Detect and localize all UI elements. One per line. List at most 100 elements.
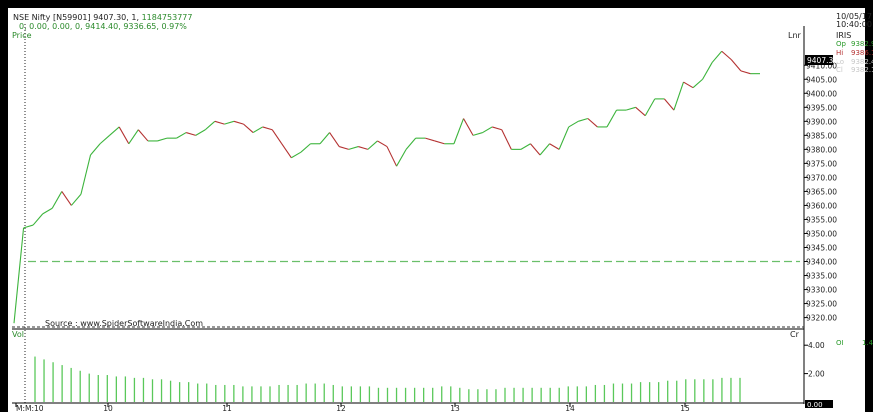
price-line-segment xyxy=(118,126,130,145)
price-tick-label: 9360.00 xyxy=(806,201,837,210)
price-line-segment xyxy=(358,146,369,150)
time-tick-label: 15 xyxy=(680,404,690,412)
price-line-segment xyxy=(329,132,340,147)
price-line-segment xyxy=(339,146,349,150)
cr-label: Cr xyxy=(790,330,800,339)
price-line-segment xyxy=(501,129,512,150)
price-line-segment xyxy=(683,81,694,89)
price-line-segment xyxy=(262,126,273,131)
price-line-segment xyxy=(578,117,589,122)
session-date: 10/05/17 V xyxy=(836,12,873,21)
volume-tick-label: 4.00 xyxy=(808,341,825,350)
price-line-segment xyxy=(80,154,92,195)
price-tick-label: 9395.00 xyxy=(806,103,837,112)
price-line-segment xyxy=(740,70,751,75)
source-credit: Source : www.SpiderSoftwareIndia.Com xyxy=(45,319,203,328)
chart-background xyxy=(8,8,865,412)
price-axis: 9410.00 9405.00 9400.00 9395.00 9390.00 9385.… xyxy=(804,61,837,323)
price-line-segment xyxy=(157,137,168,142)
open-label: Op xyxy=(836,40,847,48)
price-line-segment xyxy=(549,143,560,150)
volume-badge xyxy=(805,400,833,408)
price-line-segment xyxy=(224,120,235,125)
price-line-segment xyxy=(214,120,225,125)
price-line-segment xyxy=(453,118,465,144)
quote-line: 0, 0.00, 0.00, 0, 9414.40, 9336.65, 0.97… xyxy=(19,22,187,31)
price-tick-label: 9400.00 xyxy=(806,89,837,98)
price-tick-label: 9385.00 xyxy=(806,131,837,140)
price-line-segment xyxy=(176,132,187,139)
session-time: 10:40:00 xyxy=(836,20,872,29)
price-tick-label: 9405.00 xyxy=(806,75,837,84)
price-line-segment xyxy=(13,227,25,324)
price-line-segment xyxy=(386,146,398,167)
time-tick-label: 11 xyxy=(222,404,232,412)
price-line-segment xyxy=(606,109,618,128)
high-label: Hi xyxy=(836,49,843,57)
price-line-segment xyxy=(482,126,493,134)
low-label: Lo xyxy=(836,58,844,66)
volume-panel-label: Vol xyxy=(12,330,24,339)
price-line-segment xyxy=(377,140,388,148)
price-line-segment xyxy=(558,126,570,150)
price-line-segment xyxy=(348,146,359,150)
price-tick-label: 9375.00 xyxy=(806,159,837,168)
oi-value: 1.4 xyxy=(862,339,873,347)
oi-label: OI xyxy=(836,339,844,347)
price-line-segment xyxy=(673,81,685,111)
time-axis: M:M:10 10 11 12 13 14 15 xyxy=(15,403,690,412)
price-line-segment xyxy=(635,106,646,117)
volume-tick-label: 2.00 xyxy=(808,370,825,379)
price-line-segment xyxy=(530,143,541,156)
price-tick-label: 9355.00 xyxy=(806,215,837,224)
time-tick-label: M:M:10 xyxy=(16,404,44,412)
price-line-segment xyxy=(42,207,53,215)
volume-axis: 4.00 2.00 xyxy=(804,341,825,379)
price-line-segment xyxy=(702,62,713,80)
time-tick-label: 12 xyxy=(336,404,346,412)
price-line-segment xyxy=(367,140,378,150)
price-tick-label: 9325.00 xyxy=(806,300,837,309)
time-tick-label: 10 xyxy=(103,404,113,412)
price-line-segment xyxy=(492,126,502,131)
price-tick-label: 9340.00 xyxy=(806,258,837,267)
price-line-segment xyxy=(291,151,302,159)
price-tick-label: 9345.00 xyxy=(806,243,837,252)
price-line-segment xyxy=(233,120,244,125)
price-tick-label: 9330.00 xyxy=(806,286,837,295)
last-price-badge xyxy=(805,55,833,65)
price-line-segment xyxy=(23,224,34,229)
price-line-segment xyxy=(195,129,206,136)
price-line-segment xyxy=(644,98,656,116)
price-tick-label: 9320.00 xyxy=(806,314,837,323)
volume-bars xyxy=(34,356,741,402)
price-tick-label: 9370.00 xyxy=(806,173,837,182)
price-line-series xyxy=(13,50,760,324)
price-line-segment xyxy=(539,143,551,156)
price-tick-label: 9410.00 xyxy=(806,61,837,70)
price-tick-label: 9380.00 xyxy=(806,145,837,154)
price-line-segment xyxy=(730,59,742,72)
price-line-segment xyxy=(520,143,531,150)
price-line-segment xyxy=(396,149,407,167)
price-panel-label: Price xyxy=(12,31,32,40)
price-line-segment xyxy=(32,213,44,226)
price-line-segment xyxy=(99,134,111,145)
close-label: Cl xyxy=(836,66,843,74)
price-line-segment xyxy=(711,50,723,63)
price-line-segment xyxy=(137,129,149,142)
price-tick-label: 9335.00 xyxy=(806,272,837,281)
price-line-segment xyxy=(90,143,101,156)
last-price-value: 9407.30 xyxy=(807,56,838,65)
price-line-segment xyxy=(472,132,483,136)
price-tick-label: 9390.00 xyxy=(806,117,837,126)
open-value: 9382.9 xyxy=(851,40,873,48)
price-line-segment xyxy=(300,143,311,153)
price-line-segment xyxy=(128,129,139,145)
price-line-segment xyxy=(405,137,417,150)
price-line-segment xyxy=(61,191,72,206)
lnr-label: Lnr xyxy=(788,31,802,40)
price-line-segment xyxy=(70,193,82,206)
price-line-segment xyxy=(204,120,216,131)
